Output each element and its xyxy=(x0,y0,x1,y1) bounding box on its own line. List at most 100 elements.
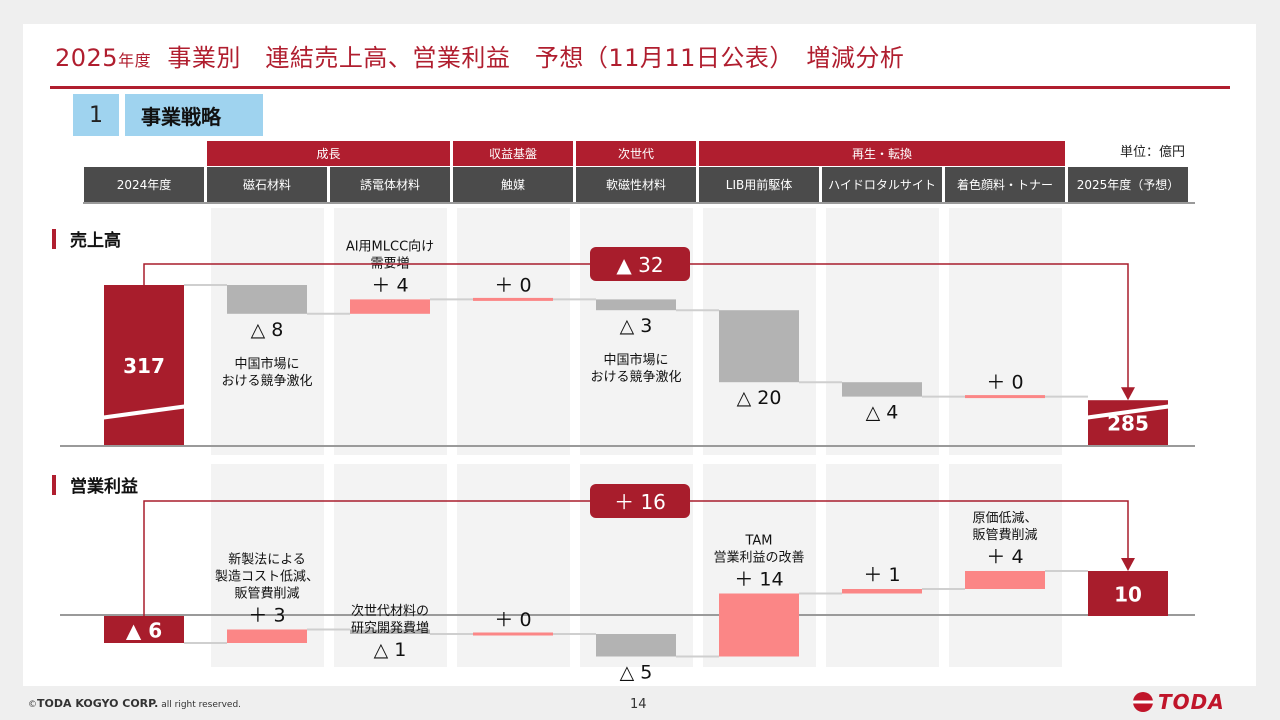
step-note-line: 次世代材料の xyxy=(351,603,429,619)
column-header-0: 2024年度 xyxy=(84,167,204,202)
step-note-line: 製造コスト低減、 xyxy=(215,569,319,585)
step-bar xyxy=(965,571,1045,589)
column-header-6: ハイドロタルサイト xyxy=(822,167,942,202)
step-bar xyxy=(350,299,430,314)
title-year-suffix: 年度 xyxy=(118,51,152,70)
step-value-label: ＋ 0 xyxy=(494,274,531,296)
step-note-line: おける競争激化 xyxy=(221,374,312,389)
step-value-label: ＋ 4 xyxy=(986,546,1023,568)
step-bar xyxy=(350,629,430,634)
column-header-3: 触媒 xyxy=(453,167,573,202)
rights-text: all right reserved. xyxy=(158,700,242,710)
step-value-label: △ 8 xyxy=(251,319,284,341)
logo-text: TODA xyxy=(1158,690,1225,714)
total-change-label: ▲ 32 xyxy=(616,253,663,277)
step-note-line: 中国市場に xyxy=(603,352,668,368)
step-value-label: ＋ 0 xyxy=(986,372,1023,394)
end-total-label: 10 xyxy=(1114,583,1142,607)
page-number: 14 xyxy=(630,697,647,712)
step-bar xyxy=(473,632,553,636)
step-bar xyxy=(227,629,307,643)
column-background xyxy=(457,208,570,455)
total-change-arrowhead xyxy=(1121,558,1135,571)
step-value-label: △ 1 xyxy=(374,639,407,661)
step-value-label: △ 5 xyxy=(620,662,653,684)
start-total-label: 317 xyxy=(123,354,165,378)
step-note-line: 販管費削減 xyxy=(234,586,299,602)
step-note-line: TAM xyxy=(744,534,772,549)
unit-label: 単位：億円 xyxy=(1120,145,1186,160)
company-name: TODA KOGYO CORP. xyxy=(37,697,159,710)
start-total-bar xyxy=(104,285,184,445)
step-note-line: AI用MLCC向け xyxy=(346,238,434,254)
title-text: 事業別 連結売上高、営業利益 予想（11月11日公表） 増減分析 xyxy=(167,44,905,72)
step-bar xyxy=(596,299,676,311)
step-note-line: おける競争激化 xyxy=(590,370,681,385)
category-header-2: 次世代 xyxy=(576,141,696,166)
step-bar xyxy=(965,395,1045,399)
step-bar xyxy=(596,634,676,657)
column-header-5: LIB用前駆体 xyxy=(699,167,819,202)
column-header-8: 2025年度（予想） xyxy=(1068,167,1188,202)
op-profit-row-marker xyxy=(52,474,56,495)
column-background xyxy=(949,464,1062,667)
footer-copyright: ©TODA KOGYO CORP. all right reserved. xyxy=(28,697,241,710)
title-divider xyxy=(50,86,1230,89)
column-header-7: 着色顔料・トナー xyxy=(945,167,1065,202)
sales-row-text: 売上高 xyxy=(70,231,121,251)
end-total-bar xyxy=(1088,571,1168,616)
step-value-label: ＋ 4 xyxy=(371,274,408,296)
company-logo: TODA xyxy=(1132,690,1225,714)
column-background xyxy=(949,208,1062,455)
op-profit-row-label: 営業利益 xyxy=(52,472,138,497)
total-change-badge xyxy=(590,484,690,518)
step-value-label: ＋ 14 xyxy=(734,569,783,591)
copyright-mark: © xyxy=(28,700,37,710)
step-note-line: 原価低減、 xyxy=(972,510,1037,526)
start-total-label: ▲ 6 xyxy=(126,619,162,643)
step-note-line: 新製法による xyxy=(228,552,306,568)
step-bar xyxy=(227,285,307,314)
step-value-label: △ 3 xyxy=(620,315,653,337)
column-header-2: 誘電体材料 xyxy=(330,167,450,202)
column-header-1: 磁石材料 xyxy=(207,167,327,202)
axis-break-mark xyxy=(99,404,189,420)
category-header-3: 再生・転換 xyxy=(699,141,1065,166)
step-value-label: ＋ 0 xyxy=(494,609,531,631)
sales-row-marker xyxy=(52,228,56,249)
step-value-label: △ 20 xyxy=(737,387,782,409)
step-bar xyxy=(473,297,553,301)
section-number: 1 xyxy=(73,94,119,136)
step-note-line: 中国市場に xyxy=(234,356,299,372)
column-background xyxy=(826,208,939,455)
toda-logo-icon xyxy=(1133,692,1153,712)
step-note-line: 販管費削減 xyxy=(972,527,1037,543)
total-change-label: ＋ 16 xyxy=(614,490,666,514)
step-note-line: 営業利益の改善 xyxy=(713,550,804,566)
op-profit-row-text: 営業利益 xyxy=(70,477,138,497)
total-change-arrowhead xyxy=(1121,387,1135,401)
page-title: 2025年度 事業別 連結売上高、営業利益 予想（11月11日公表） 増減分析 xyxy=(55,38,904,73)
column-background xyxy=(826,464,939,667)
category-header-0: 成長 xyxy=(207,141,450,166)
start-total-bar xyxy=(104,616,184,643)
header-divider xyxy=(83,202,1195,204)
sales-row-label: 売上高 xyxy=(52,226,121,251)
column-header-4: 軟磁性材料 xyxy=(576,167,696,202)
section-label: 事業戦略 xyxy=(125,94,263,136)
step-value-label: △ 4 xyxy=(866,402,899,424)
total-change-badge xyxy=(590,247,690,281)
step-note-line: 研究開発費増 xyxy=(351,621,429,636)
step-bar xyxy=(842,589,922,594)
category-header-1: 収益基盤 xyxy=(453,141,573,166)
step-value-label: ＋ 3 xyxy=(248,605,285,627)
axis-break-mark xyxy=(1083,404,1173,420)
step-bar xyxy=(842,382,922,397)
step-value-label: ＋ 1 xyxy=(863,564,900,586)
column-background xyxy=(211,208,324,455)
title-year: 2025 xyxy=(55,44,119,72)
column-background xyxy=(334,208,447,455)
